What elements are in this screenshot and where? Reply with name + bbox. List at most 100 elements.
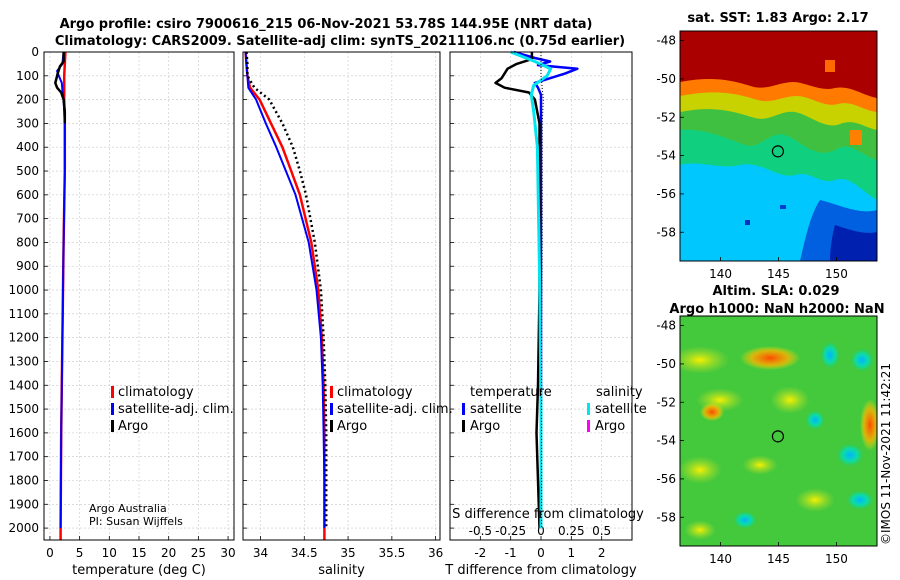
x-tick-label: 20 [161, 546, 176, 560]
legend-swatch-t-satellite [462, 403, 465, 415]
y-tick-label: 1200 [8, 331, 39, 345]
map-y-tick-label: -58 [656, 225, 676, 239]
legend-swatch-satellite [111, 403, 114, 415]
legend-swatch-s-satellite [587, 403, 590, 415]
y-tick-label: 1000 [8, 283, 39, 297]
figure-title-line2: Climatology: CARS2009. Satellite-adj cli… [55, 34, 625, 49]
series-line-t-satellite [513, 50, 579, 529]
legend-label-climatology: climatology [337, 385, 413, 400]
y-tick-label: 500 [16, 164, 39, 178]
y-tick-label: 2000 [8, 521, 39, 535]
map-x-tick-label: 140 [709, 552, 732, 566]
legend-label-t-satellite: satellite [470, 402, 522, 417]
y-tick-label: 1700 [8, 450, 39, 464]
sst-map-title: sat. SST: 1.83 Argo: 2.17 [687, 11, 868, 26]
salinity-legend: climatology satellite-adj. clim. Argo [330, 385, 453, 434]
map-y-tick-label: -58 [656, 510, 676, 524]
series-line-s-satellite [510, 50, 553, 529]
x-axis-label: salinity [318, 563, 365, 578]
y-tick-label: 1600 [8, 426, 39, 440]
series-line-argo [245, 51, 328, 529]
legend-swatch-argo [330, 420, 333, 432]
legend-swatch-climatology [330, 386, 333, 398]
y-tick-label: 100 [16, 69, 39, 83]
salinity-panel: 34 34.5 35 35.5 36 salinity [242, 51, 443, 578]
map-y-tick-label: -54 [656, 149, 676, 163]
s-tick-label: 0.5 [592, 524, 611, 538]
s-tick-label: -0.5 [469, 524, 492, 538]
legend-label-satellite: satellite-adj. clim. [337, 402, 453, 417]
legend-label-argo: Argo [118, 419, 148, 434]
x-axis-label: temperature (deg C) [72, 563, 206, 578]
y-tick-label: 1500 [8, 402, 39, 416]
figure-title-line1: Argo profile: csiro 7900616_215 06-Nov-2… [60, 17, 593, 32]
y-tick-label: 200 [16, 93, 39, 107]
map-x-tick-label: 145 [767, 267, 790, 281]
y-tick-label: 1900 [8, 497, 39, 511]
x-tick-label: -2 [474, 546, 486, 560]
credit-line1: Argo Australia [89, 502, 167, 515]
map-y-tick-label: -48 [656, 34, 676, 48]
x-tick-label: 2 [598, 546, 606, 560]
sla-map-title-line2: Argo h1000: NaN h2000: NaN [669, 302, 884, 317]
y-tick-label: 700 [16, 212, 39, 226]
y-tick-label: 1300 [8, 354, 39, 368]
map-y-tick-label: -56 [656, 472, 676, 486]
panel-frame [242, 51, 441, 541]
map-x-tick-label: 140 [709, 267, 732, 281]
x-tick-label: 35 [340, 546, 355, 560]
difference-legend-temperature: temperature satellite Argo [462, 385, 552, 434]
legend-swatch-argo [111, 420, 114, 432]
legend-label-climatology: climatology [118, 385, 194, 400]
y-tick-label: 800 [16, 235, 39, 249]
map-y-tick-label: -54 [656, 434, 676, 448]
legend-label-argo: Argo [337, 419, 367, 434]
map-x-tick-label: 150 [825, 267, 848, 281]
legend-swatch-s-argo [587, 420, 590, 432]
y-tick-label: 1800 [8, 473, 39, 487]
s-tick-label: 0 [537, 524, 545, 538]
legend-swatch-climatology [111, 386, 114, 398]
y-tick-label: 1400 [8, 378, 39, 392]
sst-map-axes: 140 145 150 -48 -50 -52 -54 -56 -58 [656, 34, 848, 281]
imos-timestamp: ©IMOS 11-Nov-2021 11:42:21 [879, 363, 893, 545]
x-tick-label: -1 [505, 546, 517, 560]
y-tick-label: 300 [16, 116, 39, 130]
difference-top-xlabel: S difference from climatology [452, 507, 644, 522]
sla-map-title-line1: Altim. SLA: 0.029 [713, 284, 840, 299]
temperature-panel: 0100200300400500600700800900100011001200… [8, 45, 235, 578]
x-tick-label: 25 [191, 546, 206, 560]
x-axis-label: T difference from climatology [444, 563, 637, 578]
y-tick-label: 0 [31, 45, 39, 59]
legend-label-satellite: satellite-adj. clim. [118, 402, 234, 417]
legend-label-s-argo: Argo [595, 419, 625, 434]
difference-panel: -2 -1 0 1 2 -0.5 -0.25 0 0.25 0.5 T difference fro… [444, 50, 637, 578]
x-tick-label: 0 [537, 546, 545, 560]
x-tick-label: 5 [76, 546, 84, 560]
legend-title-salinity: salinity [596, 385, 643, 400]
x-tick-label: 10 [102, 546, 117, 560]
float-position-marker [771, 430, 785, 443]
map-y-tick-label: -52 [656, 395, 676, 409]
sst-map-image [680, 31, 877, 261]
legend-title-temperature: temperature [470, 385, 552, 400]
x-tick-label: 0 [46, 546, 54, 560]
map-y-tick-label: -50 [656, 72, 676, 86]
float-position-marker [771, 145, 785, 158]
x-tick-label: 15 [131, 546, 146, 560]
series-line-climatology [244, 51, 326, 540]
legend-swatch-t-argo [462, 420, 465, 432]
map-y-tick-label: -48 [656, 319, 676, 333]
x-tick-label: 1 [568, 546, 576, 560]
panel-frame [449, 51, 633, 541]
x-tick-label: 35.5 [378, 546, 405, 560]
difference-legend-salinity: salinity satellite Argo [587, 385, 647, 434]
x-tick-label: 34 [253, 546, 268, 560]
credit-line2: PI: Susan Wijffels [89, 515, 183, 528]
y-tick-label: 1100 [8, 307, 39, 321]
map-x-tick-label: 145 [767, 552, 790, 566]
y-tick-label: 900 [16, 259, 39, 273]
legend-label-s-satellite: satellite [595, 402, 647, 417]
s-tick-label: 0.25 [558, 524, 585, 538]
